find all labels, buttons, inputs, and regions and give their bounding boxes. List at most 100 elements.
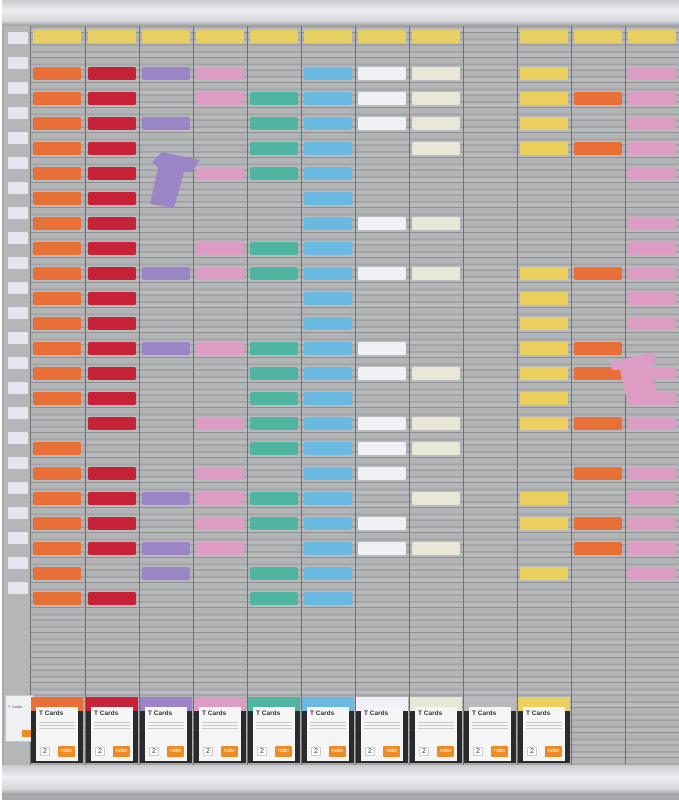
t-card[interactable]	[88, 317, 136, 330]
t-card[interactable]	[412, 442, 460, 455]
t-card[interactable]	[196, 267, 244, 280]
t-card[interactable]	[196, 542, 244, 555]
t-card[interactable]	[520, 492, 568, 505]
t-card[interactable]	[520, 342, 568, 355]
t-card[interactable]	[574, 517, 622, 530]
t-card[interactable]	[628, 417, 676, 430]
t-card[interactable]	[304, 442, 352, 455]
t-card[interactable]	[33, 592, 81, 605]
header-card[interactable]	[412, 30, 460, 43]
t-card[interactable]	[250, 167, 298, 180]
header-card[interactable]	[142, 30, 190, 43]
loose-purple-card[interactable]	[142, 150, 202, 210]
t-card[interactable]	[250, 142, 298, 155]
t-card[interactable]	[304, 417, 352, 430]
t-card[interactable]	[358, 467, 406, 480]
t-card[interactable]	[250, 492, 298, 505]
t-card[interactable]	[33, 367, 81, 380]
t-card[interactable]	[358, 442, 406, 455]
t-card[interactable]	[520, 517, 568, 530]
t-card[interactable]	[88, 492, 136, 505]
t-card[interactable]	[628, 517, 676, 530]
t-card[interactable]	[412, 67, 460, 80]
t-card[interactable]	[520, 117, 568, 130]
t-card[interactable]	[196, 417, 244, 430]
t-card[interactable]	[412, 367, 460, 380]
t-card[interactable]	[412, 117, 460, 130]
t-card[interactable]	[88, 392, 136, 405]
t-card[interactable]	[358, 117, 406, 130]
t-card[interactable]	[628, 467, 676, 480]
t-card[interactable]	[196, 517, 244, 530]
t-card[interactable]	[33, 167, 81, 180]
t-card[interactable]	[304, 267, 352, 280]
t-card[interactable]	[250, 517, 298, 530]
t-card[interactable]	[142, 267, 190, 280]
t-card[interactable]	[33, 467, 81, 480]
header-card[interactable]	[304, 30, 352, 43]
t-card[interactable]	[250, 342, 298, 355]
t-card[interactable]	[358, 67, 406, 80]
t-card[interactable]	[33, 442, 81, 455]
t-card[interactable]	[196, 342, 244, 355]
t-card[interactable]	[33, 567, 81, 580]
t-card[interactable]	[628, 542, 676, 555]
t-card[interactable]	[250, 392, 298, 405]
t-card[interactable]	[304, 92, 352, 105]
t-card[interactable]	[196, 242, 244, 255]
t-card[interactable]	[33, 217, 81, 230]
header-card[interactable]	[33, 30, 81, 43]
t-card[interactable]	[304, 342, 352, 355]
header-card[interactable]	[250, 30, 298, 43]
t-card[interactable]	[88, 542, 136, 555]
t-card[interactable]	[520, 317, 568, 330]
t-card[interactable]	[33, 292, 81, 305]
t-card[interactable]	[628, 242, 676, 255]
t-card[interactable]	[358, 542, 406, 555]
t-card[interactable]	[520, 292, 568, 305]
t-card[interactable]	[304, 242, 352, 255]
t-card[interactable]	[304, 592, 352, 605]
t-card[interactable]	[88, 467, 136, 480]
t-card[interactable]	[628, 142, 676, 155]
t-card[interactable]	[88, 267, 136, 280]
t-card[interactable]	[628, 92, 676, 105]
t-card[interactable]	[358, 417, 406, 430]
t-card[interactable]	[88, 117, 136, 130]
t-card[interactable]	[574, 417, 622, 430]
t-card[interactable]	[250, 117, 298, 130]
t-card[interactable]	[520, 92, 568, 105]
t-card[interactable]	[33, 192, 81, 205]
t-card[interactable]	[628, 217, 676, 230]
t-card[interactable]	[88, 217, 136, 230]
t-card[interactable]	[33, 92, 81, 105]
t-card[interactable]	[412, 142, 460, 155]
t-card[interactable]	[88, 167, 136, 180]
t-card[interactable]	[250, 92, 298, 105]
t-card[interactable]	[88, 592, 136, 605]
t-card[interactable]	[33, 242, 81, 255]
t-card[interactable]	[412, 217, 460, 230]
t-card[interactable]	[304, 542, 352, 555]
t-card[interactable]	[88, 342, 136, 355]
t-card[interactable]	[574, 367, 622, 380]
t-card[interactable]	[574, 92, 622, 105]
t-card[interactable]	[250, 592, 298, 605]
t-card[interactable]	[33, 492, 81, 505]
t-card[interactable]	[33, 142, 81, 155]
t-card[interactable]	[196, 167, 244, 180]
t-card[interactable]	[358, 367, 406, 380]
t-card[interactable]	[358, 342, 406, 355]
t-card[interactable]	[33, 392, 81, 405]
t-card[interactable]	[33, 117, 81, 130]
t-card[interactable]	[358, 517, 406, 530]
t-card[interactable]	[33, 267, 81, 280]
t-card[interactable]	[196, 67, 244, 80]
t-card[interactable]	[304, 517, 352, 530]
t-card[interactable]	[520, 567, 568, 580]
t-card[interactable]	[304, 392, 352, 405]
header-card[interactable]	[88, 30, 136, 43]
t-card[interactable]	[628, 317, 676, 330]
t-card[interactable]	[250, 367, 298, 380]
t-card[interactable]	[520, 417, 568, 430]
